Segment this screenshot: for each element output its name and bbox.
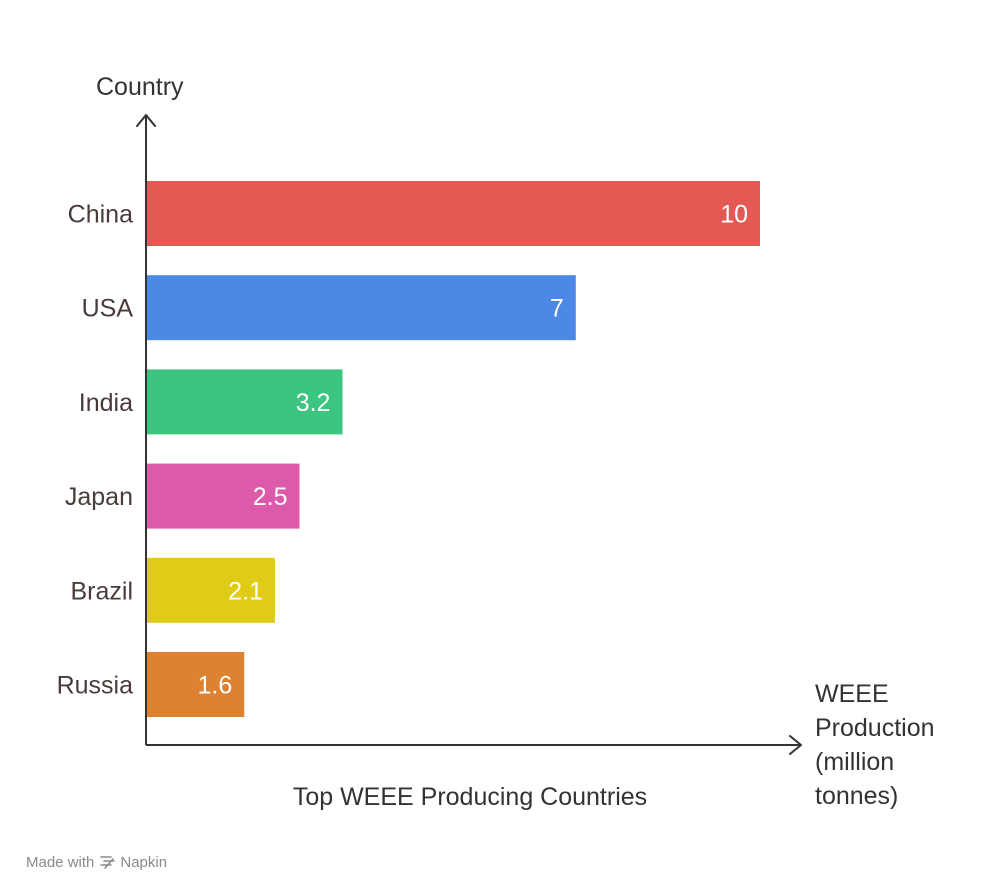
chart-title: Top WEEE Producing Countries bbox=[293, 783, 647, 811]
category-label-china: China bbox=[68, 201, 133, 229]
x-axis-label-line: WEEE bbox=[815, 680, 889, 708]
category-label-usa: USA bbox=[82, 295, 134, 323]
category-label-india: India bbox=[79, 389, 133, 417]
value-label-china: 10 bbox=[720, 201, 748, 229]
made-with-napkin-footer: Made with Napkin bbox=[26, 851, 167, 873]
value-label-russia: 1.6 bbox=[197, 672, 232, 700]
x-axis-label: WEEE Production (million tonnes) bbox=[815, 680, 935, 810]
category-labels-group: China USA India Japan Brazil Russia bbox=[57, 201, 134, 700]
bar-india bbox=[146, 369, 343, 435]
bar-china bbox=[146, 181, 760, 246]
bar-russia bbox=[146, 652, 245, 717]
y-axis-label: Country bbox=[96, 73, 184, 101]
category-label-brazil: Brazil bbox=[70, 577, 133, 605]
x-axis-label-line: (million bbox=[815, 748, 894, 776]
x-axis-label-line: Production bbox=[815, 714, 935, 742]
napkin-logo-icon bbox=[99, 854, 116, 870]
value-label-japan: 2.5 bbox=[253, 483, 288, 511]
napkin-brand-label: Napkin bbox=[120, 853, 168, 871]
value-label-usa: 7 bbox=[550, 295, 564, 323]
y-axis-arrow-icon bbox=[136, 114, 156, 127]
bar-japan bbox=[146, 463, 300, 529]
value-label-brazil: 2.1 bbox=[228, 577, 263, 605]
bars-group bbox=[146, 181, 760, 717]
value-label-india: 3.2 bbox=[296, 389, 331, 417]
bar-usa bbox=[146, 275, 576, 341]
bar-brazil bbox=[146, 557, 275, 623]
category-label-russia: Russia bbox=[57, 672, 134, 700]
x-axis-label-line: tonnes) bbox=[815, 782, 898, 810]
made-with-label: Made with bbox=[26, 853, 95, 871]
category-label-japan: Japan bbox=[65, 483, 133, 511]
x-axis-arrow-icon bbox=[789, 735, 802, 755]
value-labels-group: 10 7 3.2 2.5 2.1 1.6 bbox=[197, 201, 748, 700]
